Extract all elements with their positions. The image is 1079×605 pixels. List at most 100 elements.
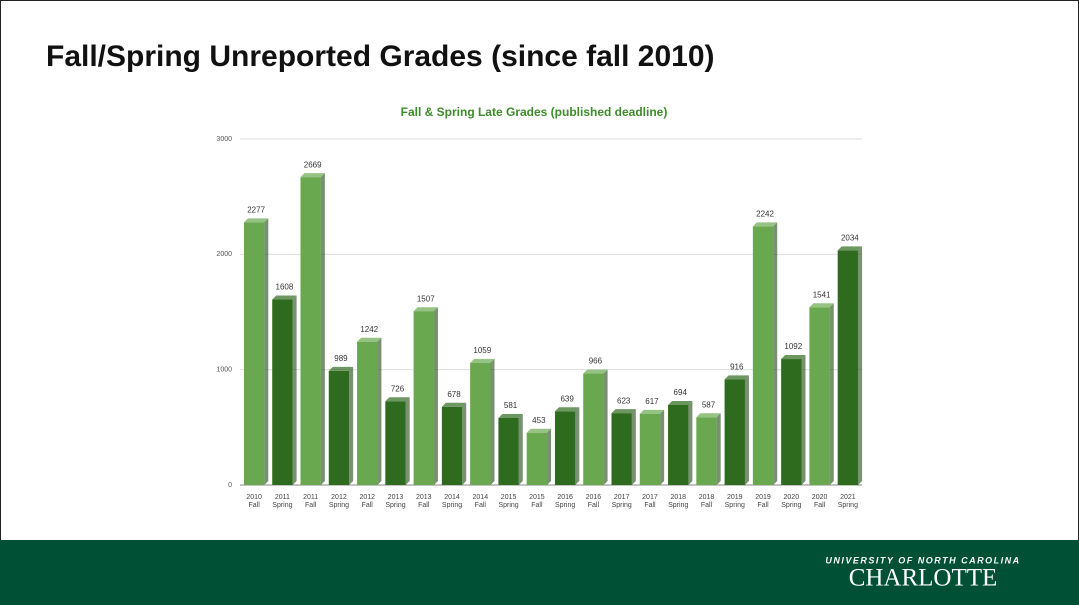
x-tick-label: Fall: [248, 502, 260, 509]
bar: [413, 311, 434, 485]
bar-top: [639, 409, 665, 414]
value-label: 2277: [247, 205, 265, 214]
x-tick-label: 2015: [529, 494, 545, 501]
bar-top: [611, 409, 636, 414]
bar-side: [744, 375, 749, 485]
bar-side: [829, 303, 834, 485]
x-tick-label: Spring: [612, 502, 632, 509]
y-tick-label: 3000: [216, 136, 232, 143]
x-tick-label: Fall: [757, 502, 769, 509]
x-tick-label: 2016: [557, 494, 573, 501]
x-tick-label: Fall: [531, 502, 543, 509]
bar-top: [668, 400, 693, 405]
bar-side: [518, 413, 523, 485]
value-label: 916: [730, 362, 744, 371]
bar-top: [300, 173, 325, 178]
bar: [498, 417, 519, 485]
x-tick-label: Spring: [838, 502, 858, 509]
bar-top: [526, 428, 552, 433]
bar: [470, 362, 491, 485]
x-tick-label: 2016: [586, 494, 602, 501]
value-label: 1059: [473, 346, 491, 355]
bar: [781, 359, 802, 485]
x-tick-label: 2019: [755, 494, 771, 501]
value-label: 989: [334, 354, 348, 363]
bar-top: [583, 369, 608, 374]
bar: [752, 226, 774, 485]
bar: [243, 222, 265, 486]
bar-side: [603, 369, 608, 485]
value-label: 587: [702, 400, 716, 409]
x-tick-label: 2015: [501, 494, 517, 501]
value-label: 678: [447, 390, 461, 399]
x-tick-label: Fall: [305, 502, 317, 509]
x-tick-label: 2021: [840, 494, 856, 501]
bar-top: [696, 413, 721, 418]
x-tick-label: 2020: [812, 494, 828, 501]
slide-title: Fall/Spring Unreported Grades (since fal…: [46, 40, 715, 73]
bar-side: [660, 409, 665, 485]
value-label: 453: [532, 416, 546, 425]
y-tick-label: 1000: [216, 367, 232, 374]
bar-side: [433, 307, 438, 485]
x-tick-label: Fall: [588, 502, 600, 509]
bar-side: [801, 355, 806, 485]
bar: [611, 413, 632, 485]
x-tick-label: 2012: [331, 494, 347, 501]
x-tick-label: 2018: [699, 494, 715, 501]
value-label: 2242: [756, 210, 774, 219]
bar: [809, 307, 830, 485]
bar-top: [809, 303, 834, 308]
bar-top: [752, 222, 778, 227]
bar: [724, 379, 745, 485]
y-tick-label: 2000: [216, 251, 232, 258]
bar-top: [837, 246, 863, 251]
value-label: 1507: [417, 294, 435, 303]
bar-top: [554, 407, 580, 412]
x-tick-label: 2013: [416, 494, 432, 501]
bar-top: [357, 337, 382, 342]
bar-top: [498, 413, 523, 418]
x-tick-label: 2020: [784, 494, 800, 501]
bar: [357, 341, 378, 485]
x-tick-label: Fall: [362, 502, 374, 509]
bar-top: [413, 307, 438, 312]
x-tick-label: Spring: [272, 502, 292, 509]
bar-side: [292, 295, 297, 485]
x-tick-label: Spring: [555, 502, 575, 509]
bar-side: [377, 337, 382, 485]
footer-band: [0, 540, 1079, 605]
x-tick-label: 2011: [303, 494, 318, 501]
bar: [526, 432, 548, 485]
bar: [385, 401, 406, 485]
bar-side: [716, 413, 721, 485]
value-label: 1242: [360, 325, 378, 334]
x-tick-label: 2012: [359, 494, 375, 501]
value-label: 639: [560, 394, 574, 403]
x-tick-label: 2014: [444, 494, 460, 501]
bar: [300, 177, 321, 485]
bar-side: [688, 400, 693, 485]
bar: [441, 406, 463, 485]
bar-side: [490, 358, 495, 485]
y-tick-label: 0: [228, 482, 232, 489]
x-tick-label: Spring: [668, 502, 688, 509]
bar-side: [264, 218, 269, 486]
bar: [696, 417, 717, 485]
bar-side: [631, 409, 636, 485]
bar-side: [349, 366, 354, 485]
value-label: 581: [504, 401, 518, 410]
value-label: 2034: [841, 234, 859, 243]
chart-title: Fall & Spring Late Grades (published dea…: [401, 105, 668, 119]
bar: [837, 250, 859, 485]
logo-name: CHARLOTTE: [849, 565, 998, 592]
bar-side: [405, 397, 410, 485]
value-label: 623: [617, 396, 631, 405]
bar: [272, 299, 293, 485]
x-tick-label: Fall: [475, 502, 487, 509]
x-tick-label: Fall: [418, 502, 430, 509]
bar: [583, 373, 604, 485]
bar: [554, 411, 576, 485]
bar-side: [773, 222, 778, 485]
bar-side: [575, 407, 580, 485]
